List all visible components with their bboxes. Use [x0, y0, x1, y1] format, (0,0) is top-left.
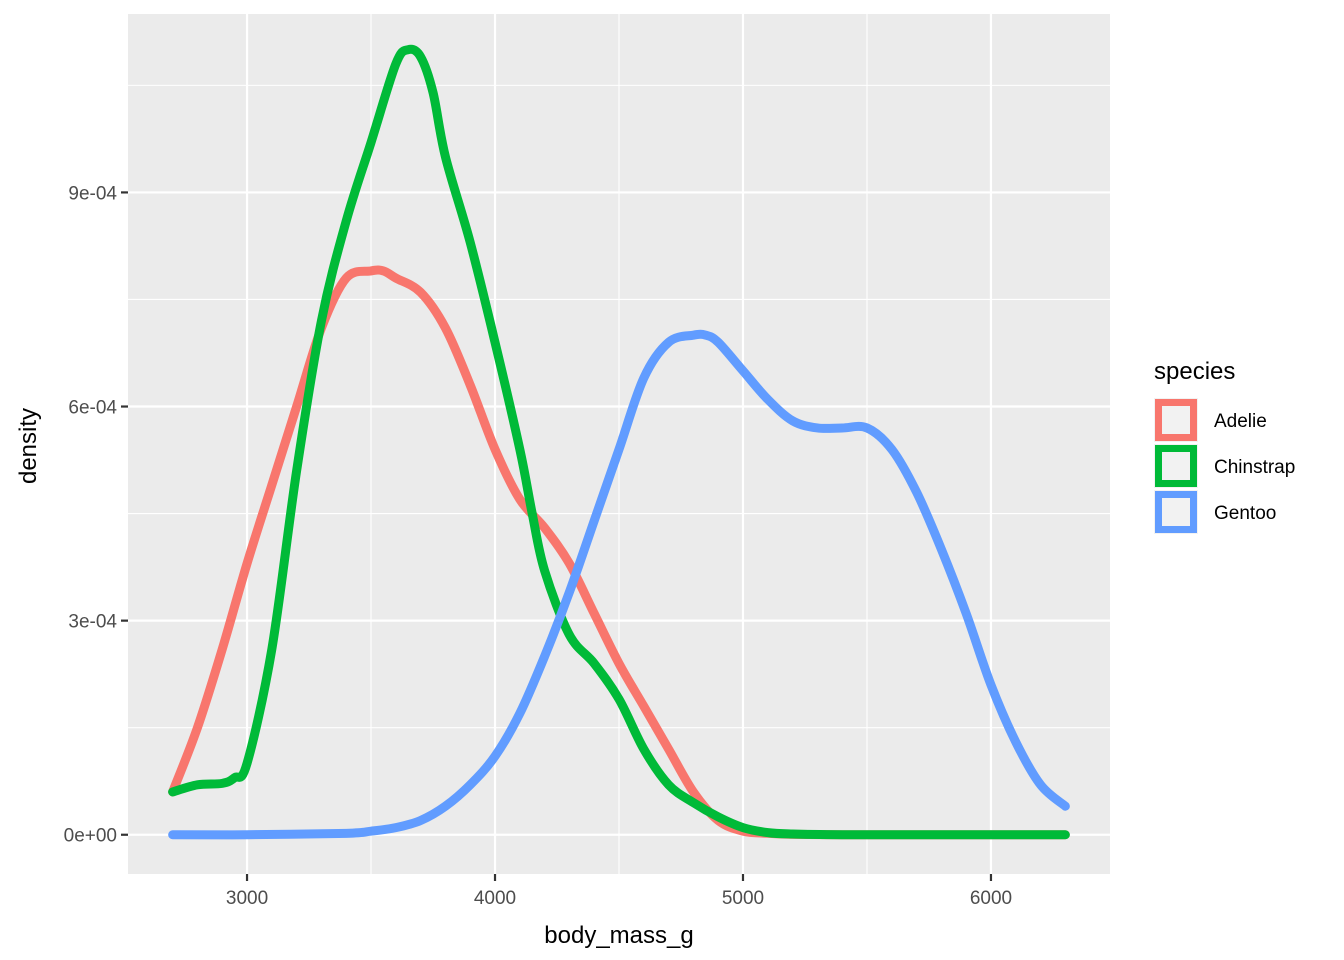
series-line-gentoo — [168, 329, 1070, 840]
x-axis-title: body_mass_g — [544, 922, 693, 949]
legend-item-chinstrap: Chinstrap — [1154, 444, 1295, 488]
legend-label: Gentoo — [1214, 503, 1276, 524]
legend-key-swatch — [1155, 445, 1197, 487]
x-tick-label: 6000 — [970, 888, 1012, 909]
y-tick-label: 3e-04 — [68, 612, 117, 633]
y-axis-title: density — [15, 408, 42, 484]
legend-item-gentoo: Gentoo — [1154, 490, 1276, 534]
density-lines — [168, 44, 1070, 840]
legend-title: species — [1154, 358, 1235, 385]
x-axis: 3000 4000 5000 6000 — [226, 874, 1012, 909]
legend-key-swatch — [1155, 491, 1197, 533]
x-tick-label: 5000 — [722, 888, 764, 909]
y-tick-label: 0e+00 — [64, 826, 117, 847]
legend-item-adelie: Adelie — [1154, 398, 1267, 442]
legend-label: Chinstrap — [1214, 457, 1295, 478]
series-line-chinstrap — [168, 44, 1070, 840]
x-tick-label: 3000 — [226, 888, 268, 909]
y-tick-label: 6e-04 — [68, 398, 117, 419]
legend-key-swatch — [1155, 399, 1197, 441]
y-axis: 0e+00 3e-04 6e-04 9e-04 — [64, 183, 128, 847]
legend-label: Adelie — [1214, 411, 1267, 432]
x-tick-label: 4000 — [474, 888, 516, 909]
y-tick-label: 9e-04 — [68, 183, 117, 204]
legend: species Adelie Chinstrap Gentoo — [1154, 358, 1295, 534]
